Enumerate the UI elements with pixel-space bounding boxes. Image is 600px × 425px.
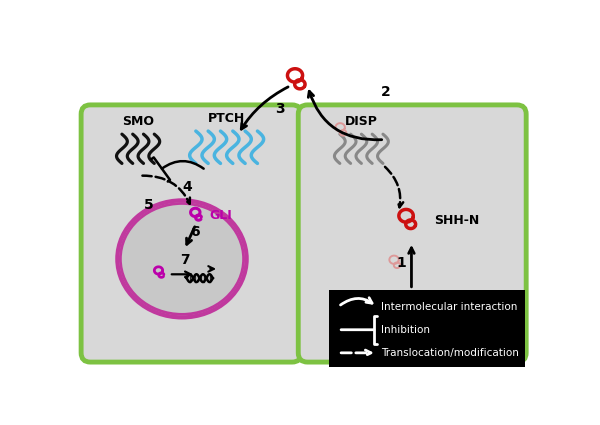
Text: Intermolecular interaction: Intermolecular interaction: [382, 302, 518, 312]
FancyBboxPatch shape: [298, 105, 526, 362]
Text: PTCH: PTCH: [208, 112, 245, 125]
Text: SHH: SHH: [434, 299, 464, 312]
Text: 6: 6: [190, 225, 199, 239]
FancyBboxPatch shape: [81, 105, 301, 362]
Text: 5: 5: [144, 198, 154, 212]
Ellipse shape: [118, 200, 247, 317]
Text: Inhibition: Inhibition: [382, 325, 430, 335]
Text: 2: 2: [380, 85, 391, 99]
Text: Translocation/modification: Translocation/modification: [382, 348, 519, 358]
Text: 3: 3: [275, 102, 285, 116]
Text: GLI: GLI: [210, 209, 232, 221]
Text: 4: 4: [182, 180, 192, 194]
Text: SMO: SMO: [122, 115, 154, 128]
Text: 7: 7: [181, 252, 190, 266]
FancyBboxPatch shape: [329, 290, 526, 367]
Ellipse shape: [121, 204, 244, 314]
Text: SHH-N: SHH-N: [434, 214, 480, 227]
Text: DISP: DISP: [345, 115, 378, 128]
Text: 1: 1: [396, 255, 406, 269]
